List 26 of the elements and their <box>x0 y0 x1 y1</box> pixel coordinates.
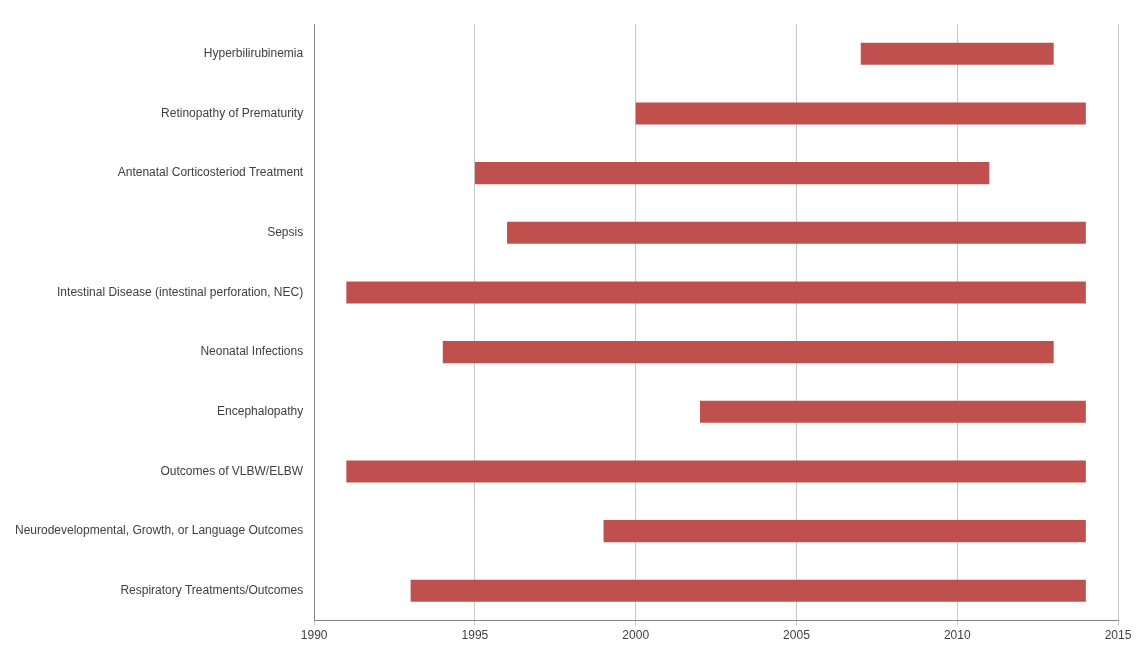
bar <box>346 281 1086 304</box>
bar <box>635 102 1086 125</box>
bar <box>442 341 1054 364</box>
bar <box>346 460 1086 483</box>
y-tick-label: Neonatal Infections <box>200 344 304 359</box>
x-tick-label: 2000 <box>622 628 650 643</box>
y-tick-label: Antenatal Corticosteriod Treatment <box>117 165 304 180</box>
bar <box>860 42 1054 65</box>
y-tick-label: Retinopathy of Prematurity <box>161 105 304 120</box>
bar <box>474 162 990 185</box>
bar <box>700 400 1086 423</box>
y-tick-label: Sepsis <box>267 225 304 240</box>
bar <box>410 579 1086 602</box>
y-tick-label: Encephalopathy <box>217 404 304 419</box>
x-tick-label: 1995 <box>461 628 489 643</box>
y-tick-label: Hyperbilirubinemia <box>203 46 304 61</box>
bar <box>507 221 1086 244</box>
bar <box>603 520 1086 543</box>
y-tick-label: Outcomes of VLBW/ELBW <box>160 463 304 478</box>
x-tick-label: 2010 <box>943 628 971 643</box>
y-tick-label: Intestinal Disease (intestinal perforation, NEC) <box>57 284 304 299</box>
x-tick-label: 2015 <box>1104 628 1132 643</box>
y-tick-label: Respiratory Treatments/Outcomes <box>120 583 304 598</box>
x-tick-label: 1990 <box>300 628 328 643</box>
x-tick-label: 2005 <box>783 628 811 643</box>
y-tick-label: Neurodevelopmental, Growth, or Language Outcomes <box>14 523 304 538</box>
